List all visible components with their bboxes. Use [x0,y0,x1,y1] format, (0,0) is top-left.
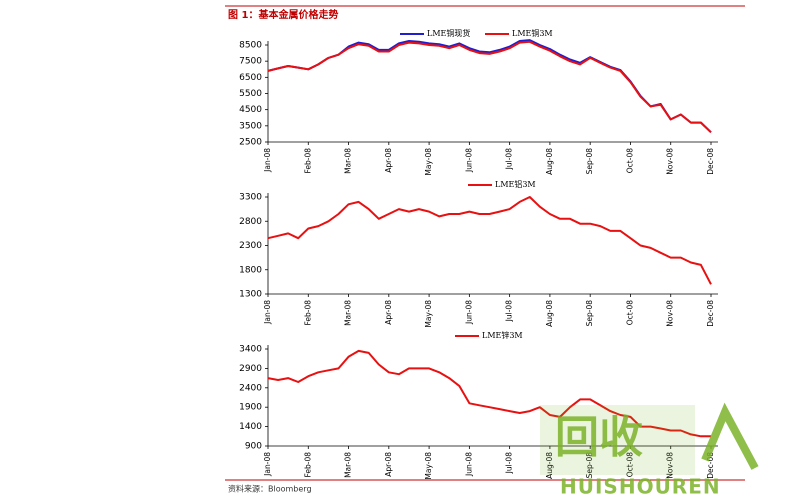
y-tick-label: 1300 [239,290,262,300]
watermark: 回收 HUISHOUREN [540,402,759,499]
x-tick-label: Sep-08 [585,148,594,175]
x-tick-label: Jan-08 [263,148,272,173]
watermark-box [540,405,695,475]
x-tick-label: Aug-08 [545,452,554,479]
x-tick-label: May-08 [424,148,433,176]
x-tick-label: Oct-08 [625,300,634,325]
source: 资料来源：Bloomberg [228,484,312,494]
legend-label: LME铜3M [512,28,553,38]
legend-label: LME铜现货 [427,28,470,38]
x-tick-label: Apr-08 [384,148,393,173]
y-tick-label: 1400 [239,422,262,432]
x-tick-label: Jul-08 [505,452,514,475]
x-tick-label: Mar-08 [344,452,353,478]
charts: 2500 3500 4500 5500 6500 7500 8500 Jan-08 Feb-08… [239,28,718,480]
y-tick-label: 2300 [239,241,262,251]
x-tick-label: May-08 [424,452,433,480]
x-tick-label: Feb-08 [303,148,312,174]
figure-title: 图 1：基本金属价格走势 [228,8,338,21]
x-tick-label: Dec-08 [706,148,715,175]
x-tick-label: Jun-08 [464,148,473,173]
x-tick-label: Mar-08 [344,148,353,174]
legend-label: LME铝3M [495,179,536,189]
x-tick-label: Mar-08 [344,300,353,326]
watermark-icon [701,402,759,470]
y-tick-label: 3300 [239,193,262,203]
y-tick-label: 2900 [239,364,262,374]
price-line [267,349,711,438]
y-tick-label: 3400 [239,345,262,355]
price-line [267,196,712,285]
x-tick-label: Dec-08 [706,452,715,479]
x-tick-label: Jan-08 [263,300,272,325]
y-tick-label: 1900 [239,403,262,413]
x-tick-label: May-08 [424,300,433,328]
x-tick-label: Oct-08 [625,148,634,173]
x-tick-label: Nov-08 [666,148,675,175]
y-tick-label: 3500 [239,121,262,131]
y-tick-label: 5500 [239,89,262,99]
y-tick-label: 1800 [239,265,262,275]
y-tick-label: 7500 [239,57,262,67]
y-tick-label: 4500 [239,105,262,115]
x-tick-label: Feb-08 [303,452,312,478]
y-tick-label: 8500 [239,41,262,51]
x-tick-label: Apr-08 [384,300,393,325]
x-tick-label: Sep-08 [585,300,594,327]
y-tick-label: 2800 [239,217,262,227]
x-tick-label: Nov-08 [666,300,675,327]
y-tick-label: 900 [245,442,262,452]
x-tick-label: Aug-08 [545,148,554,175]
legend-label: LME锌3M [482,330,523,340]
price-line [267,40,712,134]
x-tick-label: Sep-08 [585,452,594,479]
y-tick-label: 6500 [239,73,262,83]
x-tick-label: Jan-08 [263,452,272,477]
x-tick-label: Jun-08 [464,300,473,325]
y-tick-label: 2500 [239,138,262,148]
x-tick-label: Jun-08 [464,452,473,477]
watermark-subtext: HUISHOUREN [560,475,721,499]
x-tick-label: Oct-08 [625,452,634,477]
x-tick-label: Jul-08 [505,148,514,171]
x-tick-label: Apr-08 [384,452,393,477]
x-tick-label: Nov-08 [666,452,675,479]
x-tick-label: Aug-08 [545,300,554,327]
x-tick-label: Jul-08 [505,300,514,323]
x-tick-label: Dec-08 [706,300,715,327]
watermark-text: 回收 [555,412,643,463]
x-tick-label: Feb-08 [303,300,312,326]
y-tick-label: 2400 [239,383,262,393]
